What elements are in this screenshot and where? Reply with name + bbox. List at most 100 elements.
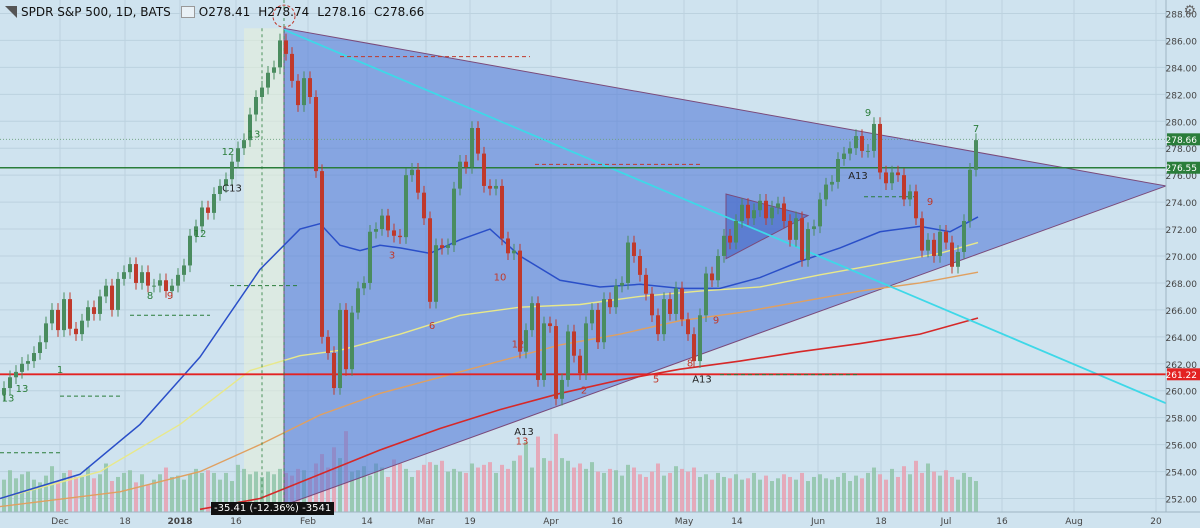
y-tick-label: 288.00: [1166, 10, 1198, 20]
volume-bar: [698, 476, 702, 512]
x-tick-label: 16: [996, 517, 1008, 527]
y-tick-label: 266.00: [1166, 307, 1198, 317]
candle-body: [446, 245, 450, 248]
candle-body: [692, 334, 696, 362]
candle-body: [8, 377, 12, 389]
candle-body: [824, 184, 828, 200]
x-tick-label: May: [675, 517, 694, 527]
candle-body: [98, 296, 102, 314]
candle-body: [350, 312, 354, 370]
volume-bar: [566, 460, 570, 512]
candle-body: [62, 299, 66, 331]
volume-bar: [536, 436, 540, 512]
volume-bar: [86, 467, 90, 512]
candle-body: [158, 280, 162, 286]
volume-bar: [548, 460, 552, 512]
candle-body: [326, 336, 330, 354]
candle-body: [224, 179, 228, 186]
volume-bar: [500, 464, 504, 512]
candle-body: [776, 203, 780, 208]
volume-bar: [812, 476, 816, 512]
volume-bar: [872, 467, 876, 512]
candle-body: [362, 282, 366, 289]
candle-body: [830, 181, 834, 185]
peak-marker: [272, 4, 296, 28]
volume-bar: [644, 476, 648, 512]
candle-body: [230, 161, 234, 180]
candle-body: [44, 323, 48, 343]
candle-body: [356, 288, 360, 313]
count-label: 9: [865, 108, 871, 119]
candle-body: [152, 285, 156, 287]
volume-bar: [746, 478, 750, 512]
volume-bar: [650, 471, 654, 512]
x-tick-label: 2018: [167, 517, 192, 527]
volume-bar: [494, 472, 498, 512]
count-label: 2: [581, 385, 587, 396]
volume-bar: [464, 472, 468, 512]
count-label: A13: [692, 375, 712, 386]
candle-body: [938, 231, 942, 256]
volume-bar: [770, 481, 774, 512]
candle-body: [836, 158, 840, 182]
count-label: 8: [687, 358, 693, 369]
volume-bar: [512, 460, 516, 512]
count-label: C13: [222, 183, 242, 194]
low-value: L278.16: [317, 5, 366, 19]
volume-bar: [728, 478, 732, 512]
candle-body: [506, 238, 510, 254]
candle-body: [368, 231, 372, 283]
symbol-title[interactable]: SPDR S&P 500, 1D, BATS: [21, 5, 171, 19]
volume-bar: [68, 470, 72, 512]
candle-body: [800, 218, 804, 261]
candle-body: [536, 303, 540, 380]
candle-body: [122, 272, 126, 279]
volume-bar: [212, 472, 216, 512]
candle-body: [104, 285, 108, 297]
candle-body: [200, 207, 204, 227]
candle-body: [320, 171, 324, 337]
candle-body: [746, 204, 750, 219]
volume-bar: [230, 481, 234, 512]
volume-bar: [506, 468, 510, 512]
y-tick-label: 276.00: [1166, 172, 1198, 182]
candle-body: [926, 239, 930, 251]
candle-body: [752, 210, 756, 219]
candle-body: [458, 161, 462, 189]
candle-body: [428, 218, 432, 302]
volume-bar: [422, 464, 426, 512]
candle-body: [266, 72, 270, 88]
count-label: 13: [516, 437, 529, 448]
candle-body: [716, 256, 720, 281]
volume-bar: [350, 471, 354, 512]
x-tick-label: Jun: [810, 517, 825, 527]
candle-body: [146, 272, 150, 286]
candle-body: [596, 309, 600, 343]
candle-body: [314, 97, 318, 172]
collapse-icon[interactable]: [5, 6, 17, 18]
volume-bar: [266, 471, 270, 512]
time-axis: [0, 512, 1200, 528]
volume-bar: [884, 479, 888, 512]
candle-body: [494, 185, 498, 189]
y-tick-label: 264.00: [1166, 334, 1198, 344]
visibility-toggle-button[interactable]: [180, 6, 195, 18]
candle-body: [872, 123, 876, 151]
candle-body: [944, 231, 948, 243]
count-label: 1: [57, 365, 63, 376]
candle-body: [20, 363, 24, 372]
volume-bar: [908, 474, 912, 512]
measure-annotation: -35.41 (-12.36%) -3541: [211, 502, 335, 515]
volume-bar: [134, 482, 138, 512]
candle-body: [296, 80, 300, 106]
volume-bar: [932, 471, 936, 512]
y-tick-label: 280.00: [1166, 118, 1198, 128]
candle-body: [560, 379, 564, 399]
settings-gear-icon[interactable]: ⚙: [1183, 3, 1196, 19]
candle-body: [170, 285, 174, 292]
volume-bar: [614, 470, 618, 512]
range-highlight-band: [244, 28, 284, 506]
volume-bar: [788, 476, 792, 512]
